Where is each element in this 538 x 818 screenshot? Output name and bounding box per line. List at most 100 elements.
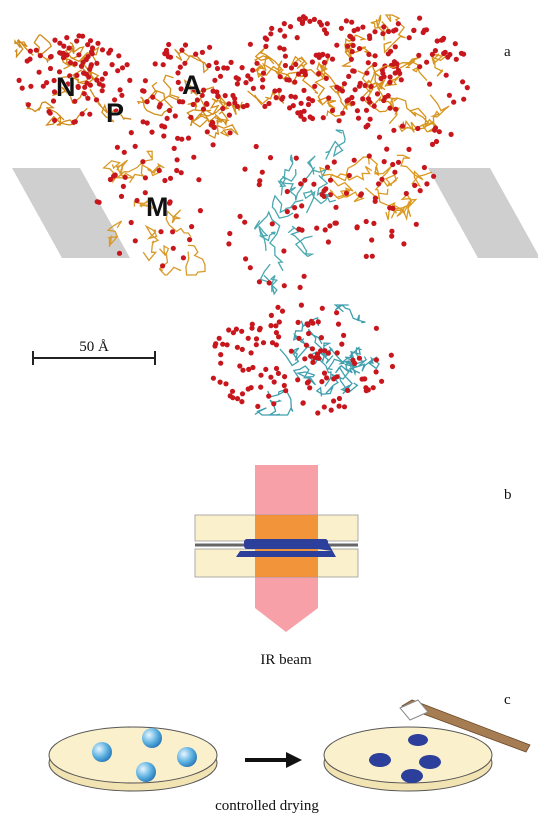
water-oxygen bbox=[161, 133, 166, 138]
water-oxygen bbox=[424, 60, 429, 65]
water-oxygen bbox=[80, 111, 85, 116]
water-oxygen bbox=[166, 42, 171, 47]
water-oxygen bbox=[330, 57, 335, 62]
water-oxygen bbox=[323, 227, 328, 232]
water-oxygen bbox=[88, 83, 93, 88]
water-oxygen bbox=[424, 181, 429, 186]
backbone bbox=[280, 155, 296, 187]
water-oxygen bbox=[73, 61, 78, 66]
water-oxygen bbox=[260, 85, 265, 90]
water-oxygen bbox=[300, 401, 305, 406]
water-oxygen bbox=[292, 205, 297, 210]
water-oxygen bbox=[322, 60, 327, 65]
water-oxygen bbox=[332, 221, 337, 226]
water-oxygen bbox=[274, 366, 279, 371]
domain-label: P bbox=[106, 98, 124, 128]
water-oxygen bbox=[125, 62, 130, 67]
water-oxygen bbox=[315, 410, 320, 415]
water-oxygen bbox=[205, 129, 210, 134]
water-oxygen bbox=[367, 100, 372, 105]
water-oxygen bbox=[360, 25, 365, 30]
water-oxygen bbox=[401, 241, 406, 246]
water-oxygen bbox=[400, 124, 405, 129]
water-oxygen bbox=[335, 350, 340, 355]
water-oxygen bbox=[283, 388, 288, 393]
water-oxygen bbox=[301, 88, 306, 93]
water-oxygen bbox=[293, 62, 298, 67]
water-oxygen bbox=[285, 209, 290, 214]
water-oxygen bbox=[460, 79, 465, 84]
water-oxygen bbox=[248, 265, 253, 270]
water-oxygen bbox=[427, 82, 432, 87]
water-oxygen bbox=[266, 394, 271, 399]
water-oxygen bbox=[364, 254, 369, 259]
water-oxygen bbox=[337, 118, 342, 123]
water-oxygen bbox=[394, 61, 399, 66]
water-oxygen bbox=[344, 18, 349, 23]
water-oxygen bbox=[141, 119, 146, 124]
water-oxygen bbox=[175, 136, 180, 141]
water-oxygen bbox=[447, 93, 452, 98]
backbone bbox=[104, 151, 153, 177]
water-oxygen bbox=[305, 321, 310, 326]
water-oxygen bbox=[250, 322, 255, 327]
water-oxygen bbox=[387, 205, 392, 210]
water-oxygen bbox=[346, 97, 351, 102]
water-oxygen bbox=[193, 52, 198, 57]
water-oxygen bbox=[298, 181, 303, 186]
water-oxygen bbox=[121, 184, 126, 189]
water-oxygen bbox=[218, 361, 223, 366]
water-oxygen bbox=[352, 69, 357, 74]
water-oxygen bbox=[81, 71, 86, 76]
water-oxygen bbox=[218, 380, 223, 385]
water-oxygen bbox=[355, 27, 360, 32]
water-oxygen bbox=[289, 65, 294, 70]
water-oxygen bbox=[179, 48, 184, 53]
water-oxygen bbox=[322, 404, 327, 409]
water-oxygen bbox=[134, 198, 139, 203]
water-oxygen bbox=[306, 102, 311, 107]
water-oxygen bbox=[248, 42, 253, 47]
backbone bbox=[255, 48, 269, 71]
water-oxygen bbox=[167, 108, 172, 113]
water-oxygen bbox=[285, 189, 290, 194]
water-oxygen bbox=[293, 95, 298, 100]
water-oxygen bbox=[279, 97, 284, 102]
water-oxygen bbox=[461, 97, 466, 102]
water-oxygen bbox=[168, 176, 173, 181]
water-oxygen bbox=[387, 106, 392, 111]
water-oxygen bbox=[337, 396, 342, 401]
figure: N P A M a 50 Å b IR beam c bbox=[0, 0, 538, 818]
water-oxygen bbox=[89, 49, 94, 54]
water-oxygen bbox=[465, 85, 470, 90]
water-oxygen bbox=[316, 71, 321, 76]
water-oxygen bbox=[129, 130, 134, 135]
water-oxygen bbox=[316, 356, 321, 361]
water-oxygen bbox=[68, 60, 73, 65]
water-oxygen bbox=[393, 107, 398, 112]
water-oxygen bbox=[352, 361, 357, 366]
water-oxygen bbox=[459, 51, 464, 56]
water-oxygen bbox=[158, 102, 163, 107]
water-oxygen bbox=[318, 348, 323, 353]
water-oxygen bbox=[188, 115, 193, 120]
water-oxygen bbox=[201, 88, 206, 93]
water-oxygen bbox=[352, 158, 357, 163]
water-oxygen bbox=[302, 274, 307, 279]
water-oxygen bbox=[161, 62, 166, 67]
membrane-right bbox=[428, 168, 538, 258]
water-oxygen bbox=[100, 47, 105, 52]
water-oxygen bbox=[263, 367, 268, 372]
water-oxygen bbox=[28, 49, 33, 54]
water-oxygen bbox=[260, 77, 265, 82]
water-oxygen bbox=[302, 178, 307, 183]
backbone bbox=[186, 245, 205, 275]
water-oxygen bbox=[369, 237, 374, 242]
water-oxygen bbox=[273, 323, 278, 328]
water-oxygen bbox=[226, 327, 231, 332]
caption: controlled drying bbox=[215, 798, 319, 814]
water-oxygen bbox=[432, 128, 437, 133]
water-oxygen bbox=[320, 306, 325, 311]
water-oxygen bbox=[319, 335, 324, 340]
water-oxygen bbox=[269, 26, 274, 31]
